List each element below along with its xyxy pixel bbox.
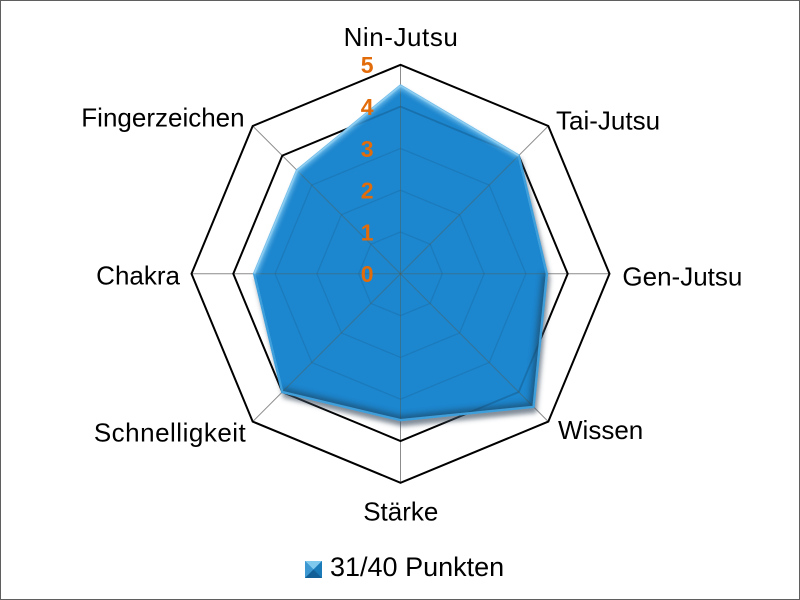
svg-text:Nin-Jutsu: Nin-Jutsu [344, 22, 459, 52]
svg-text:Gen-Jutsu: Gen-Jutsu [622, 261, 742, 291]
svg-text:2: 2 [361, 178, 374, 204]
svg-text:Wissen: Wissen [558, 415, 643, 445]
svg-text:4: 4 [361, 94, 374, 120]
svg-text:Chakra: Chakra [96, 260, 180, 290]
svg-text:31/40 Punkten: 31/40 Punkten [330, 552, 504, 582]
svg-text:3: 3 [361, 136, 374, 162]
svg-text:Tai-Jutsu: Tai-Jutsu [556, 106, 660, 136]
svg-text:Fingerzeichen: Fingerzeichen [81, 103, 244, 133]
svg-text:5: 5 [361, 52, 374, 78]
svg-text:0: 0 [361, 261, 374, 287]
svg-text:Schnelligkeit: Schnelligkeit [94, 418, 247, 448]
svg-text:Stärke: Stärke [363, 496, 438, 526]
svg-text:1: 1 [361, 219, 374, 245]
